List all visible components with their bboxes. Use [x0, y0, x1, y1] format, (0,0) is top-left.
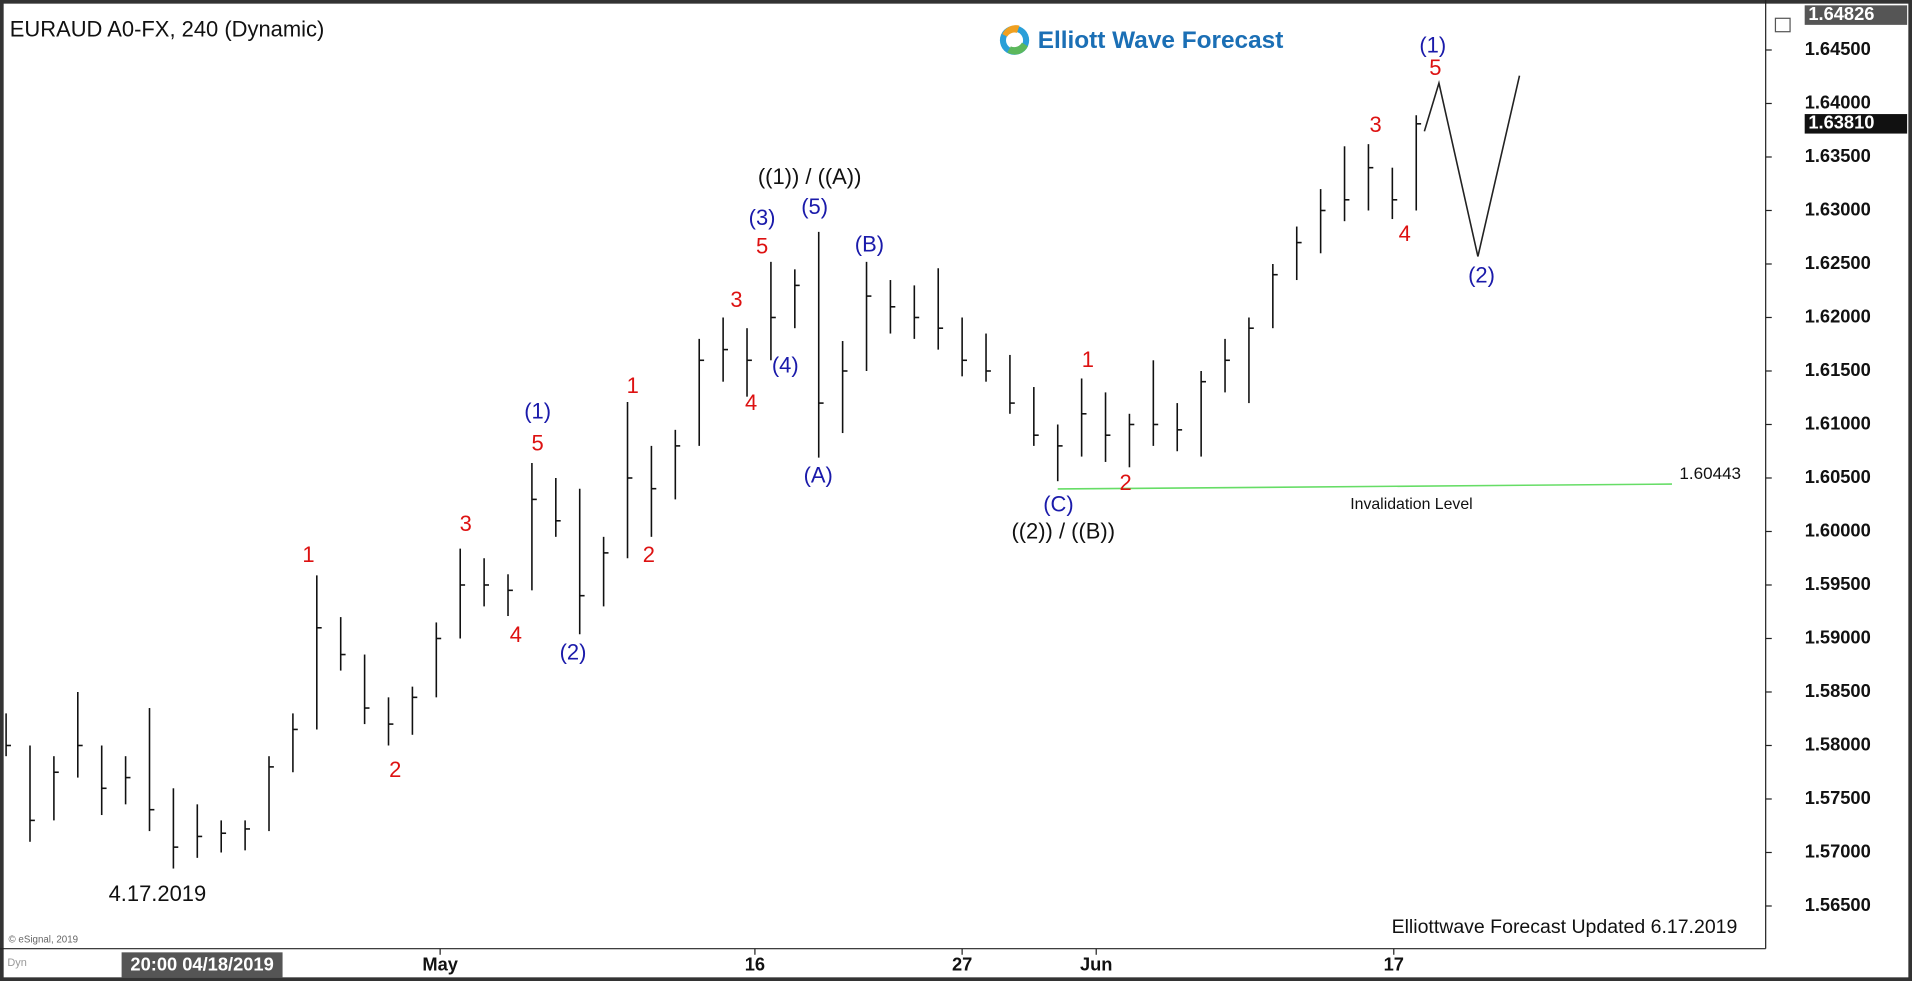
- corner-label: Dyn: [7, 957, 27, 969]
- wave-label: 4: [1399, 221, 1411, 246]
- price-bars: [5, 115, 1422, 869]
- wave-label: (4): [772, 353, 799, 378]
- wave-label: (B): [855, 232, 884, 257]
- wave-label: 1: [302, 542, 314, 567]
- y-tick-label: 1.61500: [1805, 359, 1871, 380]
- cursor-label: 20:00 04/18/2019: [130, 954, 273, 975]
- y-tick-label: 1.57000: [1805, 840, 1871, 861]
- y-tick-label: 1.63000: [1805, 198, 1871, 219]
- logo-arc: [1002, 25, 1020, 37]
- wave-label: 5: [756, 234, 768, 259]
- projection-path: [1423, 75, 1521, 257]
- invalidation-note: Invalidation Level: [1350, 496, 1472, 513]
- wave-label: 3: [460, 511, 472, 536]
- y-tick-label: 1.62000: [1805, 305, 1871, 326]
- copyright: © eSignal, 2019: [9, 935, 79, 946]
- wave-label: 5: [1429, 55, 1441, 80]
- x-tick-label: 17: [1384, 954, 1404, 975]
- price-box: [1804, 114, 1908, 134]
- wave-label: 5: [532, 431, 544, 456]
- wave-label: (1): [1419, 33, 1446, 58]
- wave-label: (2): [560, 639, 587, 664]
- logo-core: [1005, 31, 1024, 49]
- wave-label: 2: [389, 757, 401, 782]
- y-tick-label: 1.58500: [1805, 680, 1871, 701]
- logo-arc: [1007, 42, 1028, 55]
- wave-label: (5): [801, 194, 828, 219]
- wave-label: 2: [1120, 470, 1132, 495]
- wave-label: (A): [804, 463, 833, 488]
- y-tick-label: 1.60000: [1805, 519, 1871, 540]
- wave-label: 4.17.2019: [109, 881, 207, 906]
- x-tick-label: 27: [952, 954, 972, 975]
- wave-label: (C): [1043, 492, 1073, 517]
- x-tick-label: May: [422, 954, 458, 975]
- x-tick-label: 16: [745, 954, 765, 975]
- wave-label: 3: [1370, 112, 1382, 137]
- price-box: [1804, 5, 1908, 25]
- y-tick-label: 1.57500: [1805, 787, 1871, 808]
- invalidation-line: [1057, 483, 1672, 490]
- x-tick-label: Jun: [1080, 954, 1113, 975]
- wave-label: ((2)) / ((B)): [1011, 518, 1115, 543]
- y-tick-label: 1.59000: [1805, 626, 1871, 647]
- panel-button[interactable]: [1774, 17, 1791, 33]
- invalidation-value: 1.60443: [1679, 464, 1741, 483]
- y-tick-label: 1.58000: [1805, 733, 1871, 754]
- brand-name: Elliott Wave Forecast: [1038, 27, 1284, 54]
- y-tick-label: 1.61000: [1805, 412, 1871, 433]
- wave-label: 4: [510, 622, 522, 647]
- y-tick-label: 1.59500: [1805, 573, 1871, 594]
- wave-label: (1): [524, 399, 551, 424]
- cursor-label-box: [121, 952, 283, 978]
- wave-label: ((1)) / ((A)): [758, 164, 862, 189]
- y-tick-label: 1.64000: [1805, 91, 1871, 112]
- price-box-label: 1.64826: [1808, 3, 1874, 24]
- y-tick-label: 1.62500: [1805, 252, 1871, 273]
- y-tick-label: 1.56500: [1805, 894, 1871, 915]
- brand-logo: Elliott Wave Forecast: [999, 25, 1284, 55]
- wave-label: 3: [730, 287, 742, 312]
- wave-label: (2): [1468, 263, 1495, 288]
- footer-note: Elliottwave Forecast Updated 6.17.2019: [1392, 916, 1738, 938]
- wave-label: (3): [749, 205, 776, 230]
- chart-title: EURAUD A0-FX, 240 (Dynamic): [10, 16, 325, 41]
- wave-label: 1: [1082, 347, 1094, 372]
- y-tick-label: 1.63500: [1805, 145, 1871, 166]
- y-tick-label: 1.64500: [1805, 38, 1871, 59]
- wave-label: 2: [643, 542, 655, 567]
- wave-label: 1: [627, 373, 639, 398]
- wave-label: 4: [745, 390, 757, 415]
- price-box-label: 1.63810: [1808, 112, 1874, 133]
- y-tick-label: 1.60500: [1805, 466, 1871, 487]
